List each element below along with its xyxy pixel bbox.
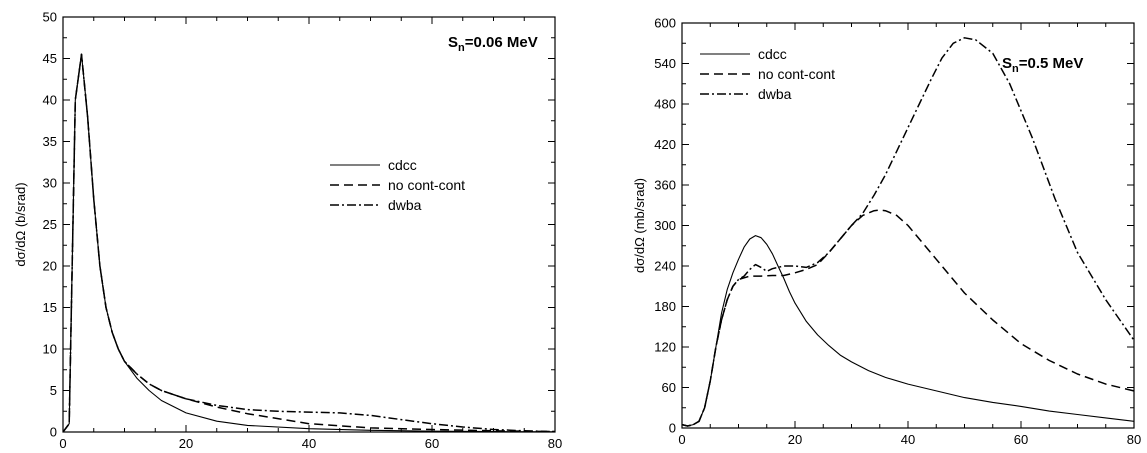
y-tick-label: 480 <box>654 97 676 112</box>
legend-label: no cont-cont <box>388 177 465 193</box>
x-tick-label: 80 <box>1127 432 1141 447</box>
y-tick-label: 25 <box>43 217 57 232</box>
x-tick-label: 0 <box>59 436 66 448</box>
annotation-main: S <box>1002 55 1012 72</box>
annotation-sub: n <box>1012 63 1019 75</box>
energy-annotation: Sn=0.06 MeV <box>448 34 538 54</box>
y-tick-label: 20 <box>43 259 57 274</box>
y-tick-label: 45 <box>43 51 57 66</box>
legend-label: cdcc <box>758 46 787 62</box>
y-tick-label: 50 <box>43 10 57 25</box>
right-chart: 020406080060120180240300360420480540600θ… <box>632 16 1141 453</box>
y-tick-label: 540 <box>654 56 676 71</box>
legend-label: dwba <box>388 197 422 213</box>
y-tick-label: 420 <box>654 137 676 152</box>
x-tick-label: 60 <box>1014 432 1028 447</box>
y-tick-label: 10 <box>43 342 57 357</box>
annotation-rest: =0.06 MeV <box>465 34 538 51</box>
y-tick-label: 300 <box>654 218 676 233</box>
y-tick-label: 30 <box>43 176 57 191</box>
series-line-dwba <box>682 37 1134 427</box>
annotation-sub: n <box>458 42 465 54</box>
series-line-no-cont-cont <box>63 53 555 432</box>
y-tick-label: 5 <box>50 383 57 398</box>
y-tick-label: 60 <box>662 380 676 395</box>
y-tick-label: 40 <box>43 93 57 108</box>
x-tick-label: 60 <box>425 436 439 448</box>
y-tick-label: 35 <box>43 134 57 149</box>
x-tick-label: 80 <box>548 436 562 448</box>
y-tick-label: 15 <box>43 300 57 315</box>
series-line-dwba <box>63 53 555 432</box>
legend-label: dwba <box>758 86 792 102</box>
annotation-rest: =0.5 MeV <box>1019 55 1084 72</box>
x-tick-label: 40 <box>302 436 316 448</box>
y-tick-label: 600 <box>654 16 676 31</box>
y-tick-label: 0 <box>669 421 676 436</box>
legend-label: no cont-cont <box>758 66 835 82</box>
annotation-main: S <box>448 34 458 51</box>
y-tick-label: 240 <box>654 259 676 274</box>
series-line-no-cont-cont <box>682 209 1134 427</box>
y-axis-label: dσ/dΩ (b/srad) <box>13 182 28 266</box>
series-line-cdcc <box>682 235 1134 427</box>
y-axis-label: dσ/dΩ (mb/srad) <box>632 178 647 273</box>
plot-frame <box>62 16 556 433</box>
x-tick-label: 0 <box>678 432 685 447</box>
y-tick-label: 120 <box>654 340 676 355</box>
legend-label: cdcc <box>388 157 417 173</box>
y-tick-label: 180 <box>654 299 676 314</box>
x-tick-label: 40 <box>901 432 915 447</box>
x-tick-label: 20 <box>788 432 802 447</box>
x-tick-label: 20 <box>179 436 193 448</box>
energy-annotation: Sn=0.5 MeV <box>1002 55 1083 75</box>
y-tick-label: 0 <box>50 425 57 440</box>
y-tick-label: 360 <box>654 178 676 193</box>
series-line-cdcc <box>63 53 555 432</box>
left-chart: 02040608005101520253035404550θ (degrees)… <box>13 10 562 453</box>
